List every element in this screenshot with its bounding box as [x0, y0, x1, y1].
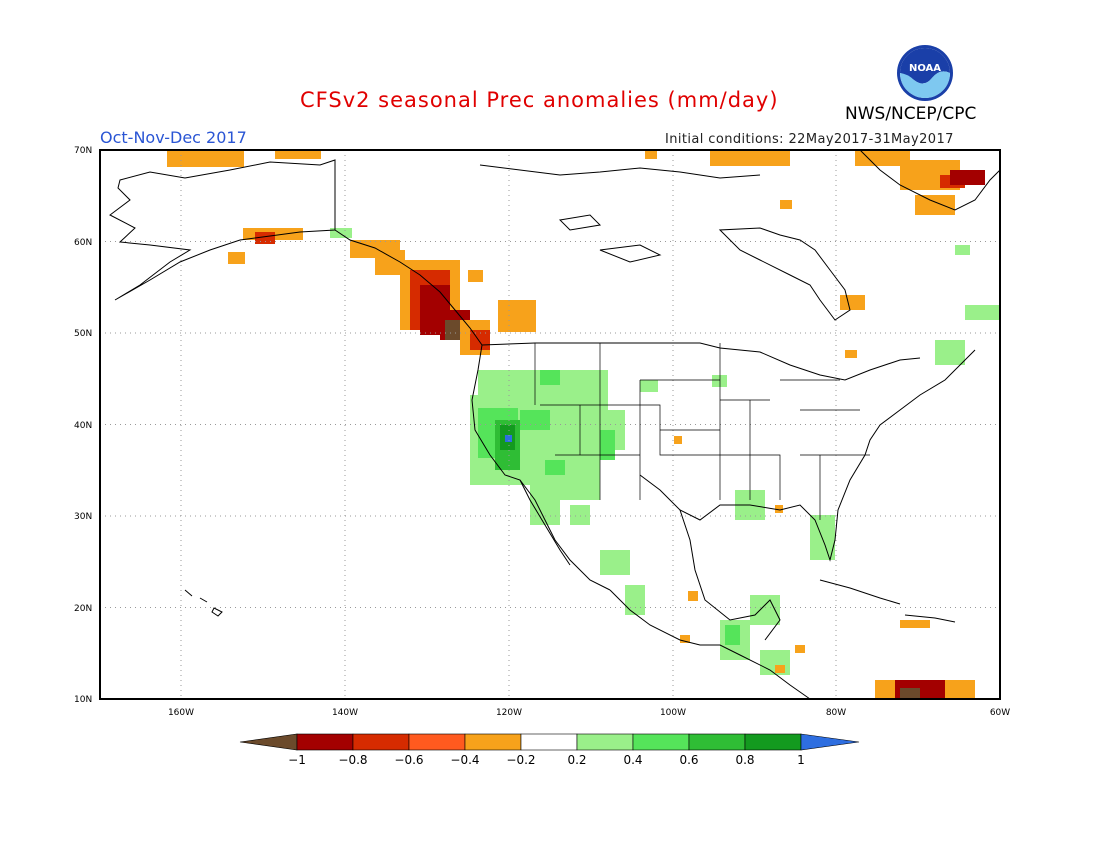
colorbar-swatch	[688, 733, 746, 751]
lon-label: 80W	[826, 708, 846, 718]
initial-conditions-label: Initial conditions: 22May2017-31May2017	[665, 132, 954, 147]
colorbar-label: 0.2	[567, 753, 586, 767]
map-gridlines	[100, 150, 1000, 699]
lat-label: 50N	[74, 329, 92, 339]
colorbar-swatch	[352, 733, 410, 751]
colorbar-arrow-left	[239, 733, 298, 751]
lon-label: 160W	[168, 708, 194, 718]
map-frame	[99, 149, 1001, 700]
longitude-labels: 160W 140W 120W 100W 80W 60W	[168, 708, 1010, 718]
lat-label: 10N	[74, 695, 92, 705]
colorbar-swatch	[744, 733, 802, 751]
lon-label: 100W	[660, 708, 686, 718]
svg-text:NOAA: NOAA	[909, 63, 941, 74]
lat-label: 30N	[74, 512, 92, 522]
lon-label: 60W	[990, 708, 1010, 718]
colorbar: −1 −0.8 −0.6 −0.4 −0.2 0.2 0.4 0.6 0.8 1	[239, 733, 860, 767]
colorbar-label: 0.4	[623, 753, 642, 767]
colorbar-swatch	[520, 733, 578, 751]
lon-label: 120W	[496, 708, 522, 718]
colorbar-swatch	[632, 733, 690, 751]
colorbar-label: −0.6	[394, 753, 423, 767]
season-label: Oct-Nov-Dec 2017	[100, 128, 247, 147]
colorbar-arrow-right	[800, 733, 860, 751]
lat-label: 60N	[74, 238, 92, 248]
lat-label: 20N	[74, 604, 92, 614]
colorbar-label: 0.6	[679, 753, 698, 767]
chart-title: CFSv2 seasonal Prec anomalies (mm/day)	[300, 88, 779, 112]
agency-label: NWS/NCEP/CPC	[845, 104, 977, 124]
noaa-logo: NOAA	[897, 45, 953, 101]
colorbar-swatch	[576, 733, 634, 751]
colorbar-label: −1	[288, 753, 306, 767]
colorbar-label: −0.2	[506, 753, 535, 767]
latitude-labels: 70N 60N 50N 40N 30N 20N 10N	[74, 146, 92, 705]
state-borders	[534, 343, 870, 520]
lon-label: 140W	[332, 708, 358, 718]
lat-label: 70N	[74, 146, 92, 156]
anomaly-shading	[167, 150, 1000, 699]
colorbar-label: 1	[797, 753, 805, 767]
colorbar-swatch	[464, 733, 522, 751]
colorbar-label: 0.8	[735, 753, 754, 767]
colorbar-label: −0.8	[338, 753, 367, 767]
colorbar-swatch	[296, 733, 354, 751]
coastlines	[109, 149, 1001, 700]
colorbar-label: −0.4	[450, 753, 479, 767]
colorbar-swatch	[408, 733, 466, 751]
lat-label: 40N	[74, 421, 92, 431]
